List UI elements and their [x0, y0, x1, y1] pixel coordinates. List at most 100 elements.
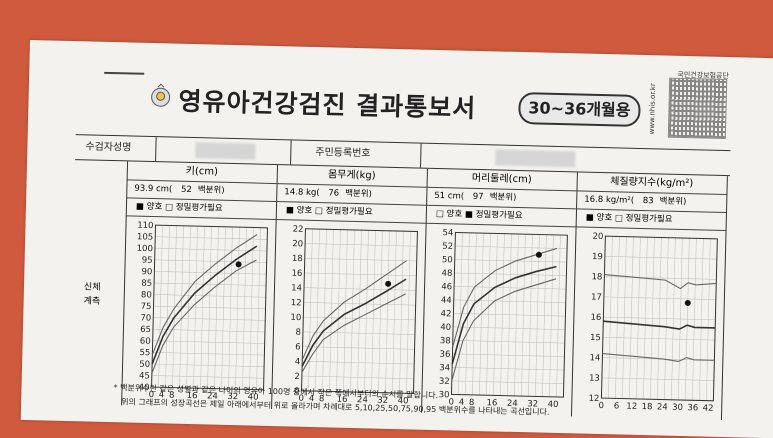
y-tick-label: 32	[439, 377, 450, 387]
grid-line	[315, 229, 320, 392]
y-tick-label: 38	[440, 336, 451, 346]
grid-line	[303, 302, 416, 306]
y-tick-label: 15	[590, 333, 601, 343]
x-tick-label: 16	[187, 391, 198, 401]
y-tick-label: 110	[137, 221, 153, 231]
y-tick-label: 19	[592, 252, 603, 262]
measurement-point	[235, 261, 242, 268]
measure-unit: kg(	[305, 187, 320, 199]
percentile-curve	[301, 260, 407, 361]
measure-column-bmi: 체질량지수(kg/m²) 16.8 kg/m²( 83 백분위) ■ 양호 □ 정밀평…	[570, 172, 728, 421]
name-label: 수검자성명	[85, 141, 132, 154]
grid-line	[451, 380, 564, 384]
grid-line	[303, 316, 416, 321]
y-tick-label: 60	[140, 336, 151, 346]
x-tick-label: 36	[687, 403, 698, 413]
percentile-curve	[603, 320, 716, 330]
y-tick-label: 34	[439, 363, 450, 373]
section-label-line2: 계측	[83, 296, 101, 307]
y-tick-label: 65	[140, 325, 151, 335]
grid-line	[453, 299, 566, 303]
measure-unit: cm(	[155, 184, 173, 195]
grid-line	[378, 230, 383, 393]
y-tick-label: 8	[295, 328, 301, 338]
x-tick-label: 4	[159, 390, 165, 400]
measure-value: 51	[434, 190, 446, 202]
percentile-unit: 백분위)	[197, 185, 225, 196]
y-tick-label: 70	[140, 313, 151, 323]
grid-line	[151, 375, 264, 379]
divider	[290, 140, 292, 165]
y-tick-label: 14	[589, 353, 600, 363]
x-tick-label: 8	[169, 391, 175, 401]
y-tick-label: 48	[441, 269, 452, 279]
result-table: 수검자성명 주민등록번호 신체 계측 키(cm) 93.9 cm( 52 백분위) ■…	[69, 134, 731, 421]
x-tick-label: 32	[227, 392, 238, 402]
grid-line	[304, 257, 417, 262]
report-paper: 영유아건강검진 결과통보서 30~36개월용 국민건강보험공단 www.nhis…	[20, 40, 773, 438]
report-title: 영유아건강검진 결과통보서	[178, 86, 477, 123]
measurement-point	[684, 299, 691, 306]
y-tick-label: 80	[141, 290, 152, 300]
y-tick-label: 18	[591, 272, 602, 282]
grid-line	[454, 259, 567, 263]
grid-line	[392, 231, 397, 393]
grid-line	[152, 352, 265, 356]
y-tick-label: 0	[294, 387, 300, 397]
grid-line	[601, 377, 714, 381]
y-tick-label: 100	[137, 244, 153, 254]
x-tick-label: 30	[672, 403, 683, 413]
measure-percentile: 76	[328, 188, 340, 199]
y-tick-label: 20	[592, 232, 603, 242]
x-tick-label: 6	[614, 401, 620, 411]
measure-unit: kg/m²(	[605, 195, 635, 206]
y-tick-label: 40	[139, 383, 150, 393]
y-tick-label: 52	[442, 242, 453, 252]
percentile-curve	[301, 293, 406, 373]
percentile-unit: 백분위)	[345, 188, 373, 200]
y-tick-label: 85	[141, 279, 152, 289]
y-tick-label: 36	[439, 350, 450, 360]
y-tick-label: 55	[139, 348, 150, 358]
y-tick-label: 40	[440, 323, 451, 333]
y-tick-label: 16	[291, 269, 302, 279]
grid-line	[304, 287, 417, 291]
grid-line	[452, 340, 565, 344]
grid-line	[454, 286, 567, 290]
grid-line	[453, 313, 566, 317]
grid-line	[302, 361, 415, 365]
grid-line	[603, 296, 716, 300]
measurement-point	[385, 280, 392, 287]
measure-column-height: 키(cm) 93.9 cm( 52 백분위) ■ 양호 □ 정밀평가필요 110 105 1…	[121, 161, 279, 410]
percentile-curve	[604, 274, 717, 290]
y-tick-label: 44	[441, 296, 452, 306]
age-badge: 30~36개월용	[518, 91, 641, 127]
grid-line	[153, 305, 266, 310]
grid-line	[452, 367, 565, 371]
grid-line	[604, 256, 717, 260]
grid-line	[154, 282, 267, 286]
y-tick-label: 42	[440, 309, 451, 319]
grid-line	[603, 316, 716, 321]
y-tick-label: 105	[137, 232, 153, 242]
decorative-line	[104, 71, 145, 75]
divider	[419, 143, 422, 168]
section-label: 신체 계측	[83, 280, 101, 308]
x-tick-label: 24	[207, 391, 218, 401]
y-tick-label: 54	[442, 228, 453, 238]
y-tick-label: 4	[295, 357, 301, 367]
measure-percentile: 83	[642, 196, 654, 207]
y-tick-label: 50	[442, 255, 453, 265]
y-tick-label: 12	[588, 394, 599, 404]
x-tick-label: 8	[319, 394, 325, 404]
percentile-curve	[451, 265, 557, 365]
qr-code-icon[interactable]	[667, 77, 728, 140]
grid-line	[154, 259, 267, 263]
section-side: 신체 계측	[69, 160, 129, 406]
grid-line	[329, 229, 334, 392]
y-tick-label: 75	[141, 302, 152, 312]
divider	[155, 137, 157, 162]
measure-unit: cm(	[447, 191, 465, 202]
